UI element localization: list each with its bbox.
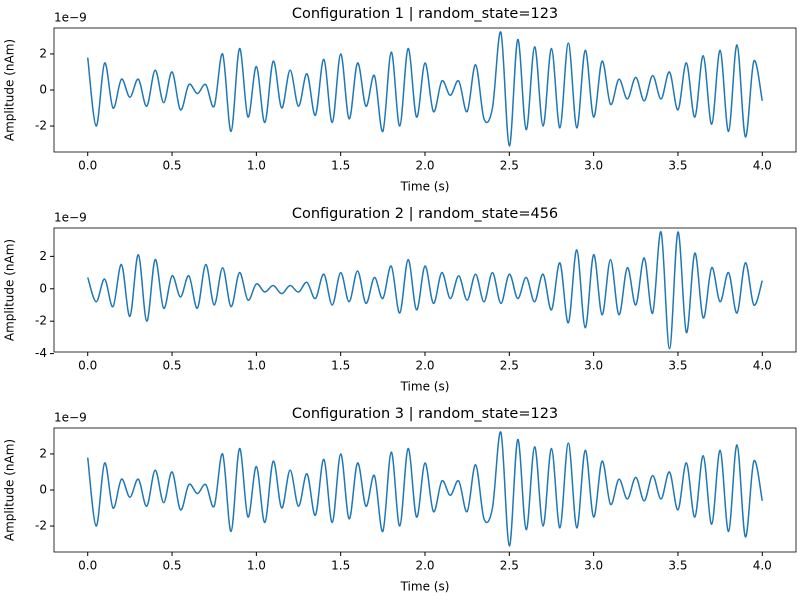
- y-tick-label: -4: [35, 346, 47, 360]
- subplot: Configuration 2 | random_state=456 1e−9 Ti…: [3, 206, 797, 394]
- subplot: Configuration 3 | random_state=123 1e−9 Ti…: [3, 406, 797, 594]
- y-tick-label: -2: [35, 119, 47, 133]
- x-axis-label: Time (s): [400, 380, 450, 394]
- x-tick-label: 0.0: [78, 159, 97, 173]
- y-tick-label: 0: [39, 83, 47, 97]
- x-tick-label: 3.5: [668, 159, 687, 173]
- x-tick-label: 2.5: [500, 159, 519, 173]
- data-line: [86, 31, 764, 147]
- chart-title: Configuration 1 | random_state=123: [292, 6, 558, 22]
- x-tick-label: 1.5: [331, 159, 350, 173]
- x-tick-label: 2.5: [500, 359, 519, 373]
- x-axis-label: Time (s): [400, 180, 450, 194]
- axes-frame: [53, 27, 797, 153]
- plot-area: [86, 31, 764, 147]
- x-tick-label: 4.0: [753, 159, 772, 173]
- y-tick-label: 0: [39, 281, 47, 295]
- x-tick-label: 1.5: [331, 559, 350, 573]
- x-tick-label: 1.5: [331, 359, 350, 373]
- x-tick-label: 1.0: [247, 559, 266, 573]
- data-line: [87, 231, 763, 350]
- x-tick-label: 2.5: [500, 559, 519, 573]
- x-tick-label: 1.0: [247, 359, 266, 373]
- y-tick-label: 2: [39, 446, 47, 460]
- data-line: [86, 431, 764, 547]
- x-tick-label: 0.5: [162, 159, 181, 173]
- chart-title: Configuration 3 | random_state=123: [292, 406, 558, 422]
- x-tick-label: 3.5: [668, 359, 687, 373]
- x-tick-label: 0.5: [162, 359, 181, 373]
- plot-area: [87, 231, 763, 350]
- chart-title: Configuration 2 | random_state=456: [292, 206, 558, 222]
- y-tick-label: 2: [39, 46, 47, 60]
- y-offset-label: 1e−9: [54, 211, 87, 225]
- axes-frame: [53, 227, 797, 353]
- axes-frame: [53, 427, 797, 553]
- x-tick-label: 3.0: [584, 559, 603, 573]
- x-axis-label: Time (s): [400, 580, 450, 594]
- y-offset-label: 1e−9: [54, 411, 87, 425]
- x-tick-label: 4.0: [753, 559, 772, 573]
- x-tick-label: 3.0: [584, 159, 603, 173]
- subplot: Configuration 1 | random_state=123 1e−9 Ti…: [3, 6, 797, 194]
- x-tick-label: 3.5: [668, 559, 687, 573]
- y-axis-label: Amplitude (nAm): [3, 39, 17, 141]
- plot-area: [86, 431, 764, 547]
- x-tick-label: 3.0: [584, 359, 603, 373]
- x-tick-label: 1.0: [247, 159, 266, 173]
- x-tick-label: 2.0: [415, 359, 434, 373]
- y-tick-label: -2: [35, 519, 47, 533]
- y-axis-label: Amplitude (nAm): [3, 439, 17, 541]
- y-tick-label: 0: [39, 483, 47, 497]
- x-tick-label: 2.0: [415, 559, 434, 573]
- y-tick-label: 2: [39, 249, 47, 263]
- x-tick-label: 4.0: [753, 359, 772, 373]
- x-tick-label: 0.0: [78, 359, 97, 373]
- x-tick-label: 2.0: [415, 159, 434, 173]
- x-tick-label: 0.0: [78, 559, 97, 573]
- y-offset-label: 1e−9: [54, 11, 87, 25]
- x-tick-label: 0.5: [162, 559, 181, 573]
- y-axis-label: Amplitude (nAm): [3, 239, 17, 341]
- y-tick-label: -2: [35, 314, 47, 328]
